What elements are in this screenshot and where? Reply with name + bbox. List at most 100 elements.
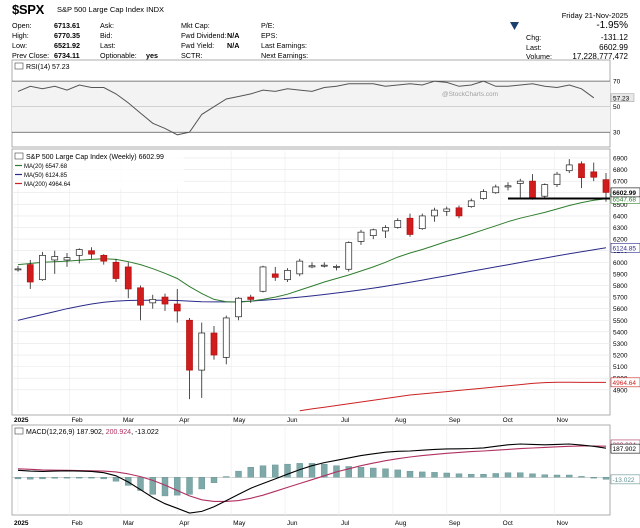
price-x-label: May (233, 417, 246, 424)
last-price-box (610, 187, 640, 198)
candle-body (320, 264, 328, 267)
price-x-label: Jul (341, 417, 350, 424)
symbol: $SPX (12, 2, 45, 17)
candle-body (137, 287, 144, 306)
candle-body (480, 191, 487, 199)
candle-body (529, 180, 536, 199)
price-x-label: Oct (503, 417, 513, 424)
macd-hist-bar (480, 474, 487, 478)
price-tick-label: 6300 (613, 225, 628, 232)
candle-body (271, 273, 279, 278)
price-tick-label: 5700 (613, 295, 628, 302)
macd-x-label: Sep (449, 520, 461, 527)
watermark: @StockCharts.com (442, 91, 498, 98)
volume-value: 17,228,777,472 (572, 52, 628, 61)
candle-body (333, 265, 340, 268)
fwd-dividend-label: Fwd Dividend: (181, 31, 227, 40)
macd-hist-bar (112, 477, 120, 482)
candle-body (516, 180, 524, 184)
macd-x-label: Oct (503, 520, 513, 527)
macd-hist-bar (468, 474, 475, 478)
rsi-legend-bg (14, 62, 84, 71)
ma200-last-box (610, 377, 640, 388)
macd-line (17, 443, 607, 514)
macd-hist-bar (492, 473, 499, 478)
candle-body (443, 208, 451, 212)
candle-body (467, 200, 475, 207)
macd-hist-bar (63, 477, 71, 479)
candle-body (186, 319, 193, 371)
macd-x-axis: 2025 Feb Mar Apr May Jun Jul Aug Sep Oct Nov (14, 520, 569, 527)
price-tick-label: 5200 (613, 353, 628, 360)
symbol-name: S&P 500 Large Cap Index INDX (57, 5, 164, 14)
next-earnings-label: Next Earnings: (261, 51, 309, 60)
candle-body (100, 254, 108, 262)
macd-hist-bar (39, 477, 46, 480)
ma50-last-box (610, 243, 640, 253)
candle-body (394, 220, 402, 228)
fwd-yield-value: N/A (227, 41, 240, 50)
quote-header: $SPX S&P 500 Large Cap Index INDX Open: … (0, 0, 640, 61)
macd-hist-bar (174, 477, 181, 496)
macd-hist-bar (247, 467, 254, 478)
macd-hist-bar (76, 477, 83, 479)
price-legend-bg (14, 151, 184, 189)
price-tick-label: 5400 (613, 329, 628, 336)
price-legend-title: S&P 500 Large Cap Index (Weekly) 6602.99 (26, 154, 164, 161)
macd-hist-bar (198, 477, 205, 490)
macd-hist-bar (210, 477, 218, 483)
rsi-tick-label: 50 (613, 104, 621, 111)
macd-hist-bar (51, 477, 58, 479)
macd-legend-signal: 200.924 (106, 429, 131, 436)
ma200-line (299, 381, 606, 412)
macd-hist-bar (504, 472, 512, 478)
candle-body (578, 163, 585, 179)
rsi-tick-label: 70 (613, 79, 621, 86)
rsi-tick-label: 30 (613, 130, 621, 137)
candle-body (63, 257, 71, 261)
macd-x-label: Nov (557, 520, 569, 527)
macd-hist-bar (149, 477, 156, 495)
candle-body (541, 184, 549, 197)
candle-body (149, 299, 157, 304)
down-arrow-icon (510, 22, 519, 30)
macd-legend-macd: MACD(12,26,9) 187.902, (26, 429, 106, 436)
chg-value: -131.12 (600, 33, 628, 42)
macd-hist-bar (578, 476, 585, 478)
candle-body (284, 270, 291, 281)
low-label: Low: (12, 41, 28, 50)
rsi-last-label: 57.23 (613, 95, 630, 102)
price-tick-label: 6700 (613, 179, 628, 186)
macd-hist-bar (223, 476, 230, 478)
candle-body (553, 173, 561, 185)
candle-body (369, 229, 377, 236)
candle-body (455, 207, 463, 217)
macd-hist-bar (259, 465, 267, 478)
price-tick-label: 6200 (613, 237, 628, 244)
price-x-label: Jun (287, 417, 298, 424)
macd-hist-bar (517, 472, 524, 478)
price-tick-label: 5100 (613, 364, 628, 371)
sctr-label: SCTR: (181, 51, 203, 60)
candle-body (382, 227, 389, 232)
rsi-legend-marker (14, 62, 24, 70)
ma200-last-label: 4964.64 (613, 380, 637, 387)
price-x-label: Nov (557, 417, 569, 424)
price-tick-label: 6400 (613, 213, 628, 220)
pe-label: P/E: (261, 21, 275, 30)
last-price-label: 6602.99 (613, 190, 637, 197)
macd-last-label: 187.902 (613, 446, 637, 453)
macd-legend-marker (14, 427, 24, 435)
macd-hist-bar (357, 467, 365, 478)
macd-hist-bar (308, 463, 316, 478)
chg-label: Chg: (526, 33, 542, 42)
candle-body (161, 296, 169, 305)
candle-body (235, 297, 242, 318)
macd-lines (17, 443, 607, 514)
last-earnings-label: Last Earnings: (261, 41, 307, 50)
macd-x-label: May (233, 520, 246, 527)
candle-body (602, 179, 610, 193)
fwd-yield-label: Fwd Yield: (181, 41, 215, 50)
rsi-legend: RSI(14) 57.23 (26, 64, 70, 71)
price-tick-label: 6500 (613, 202, 628, 209)
